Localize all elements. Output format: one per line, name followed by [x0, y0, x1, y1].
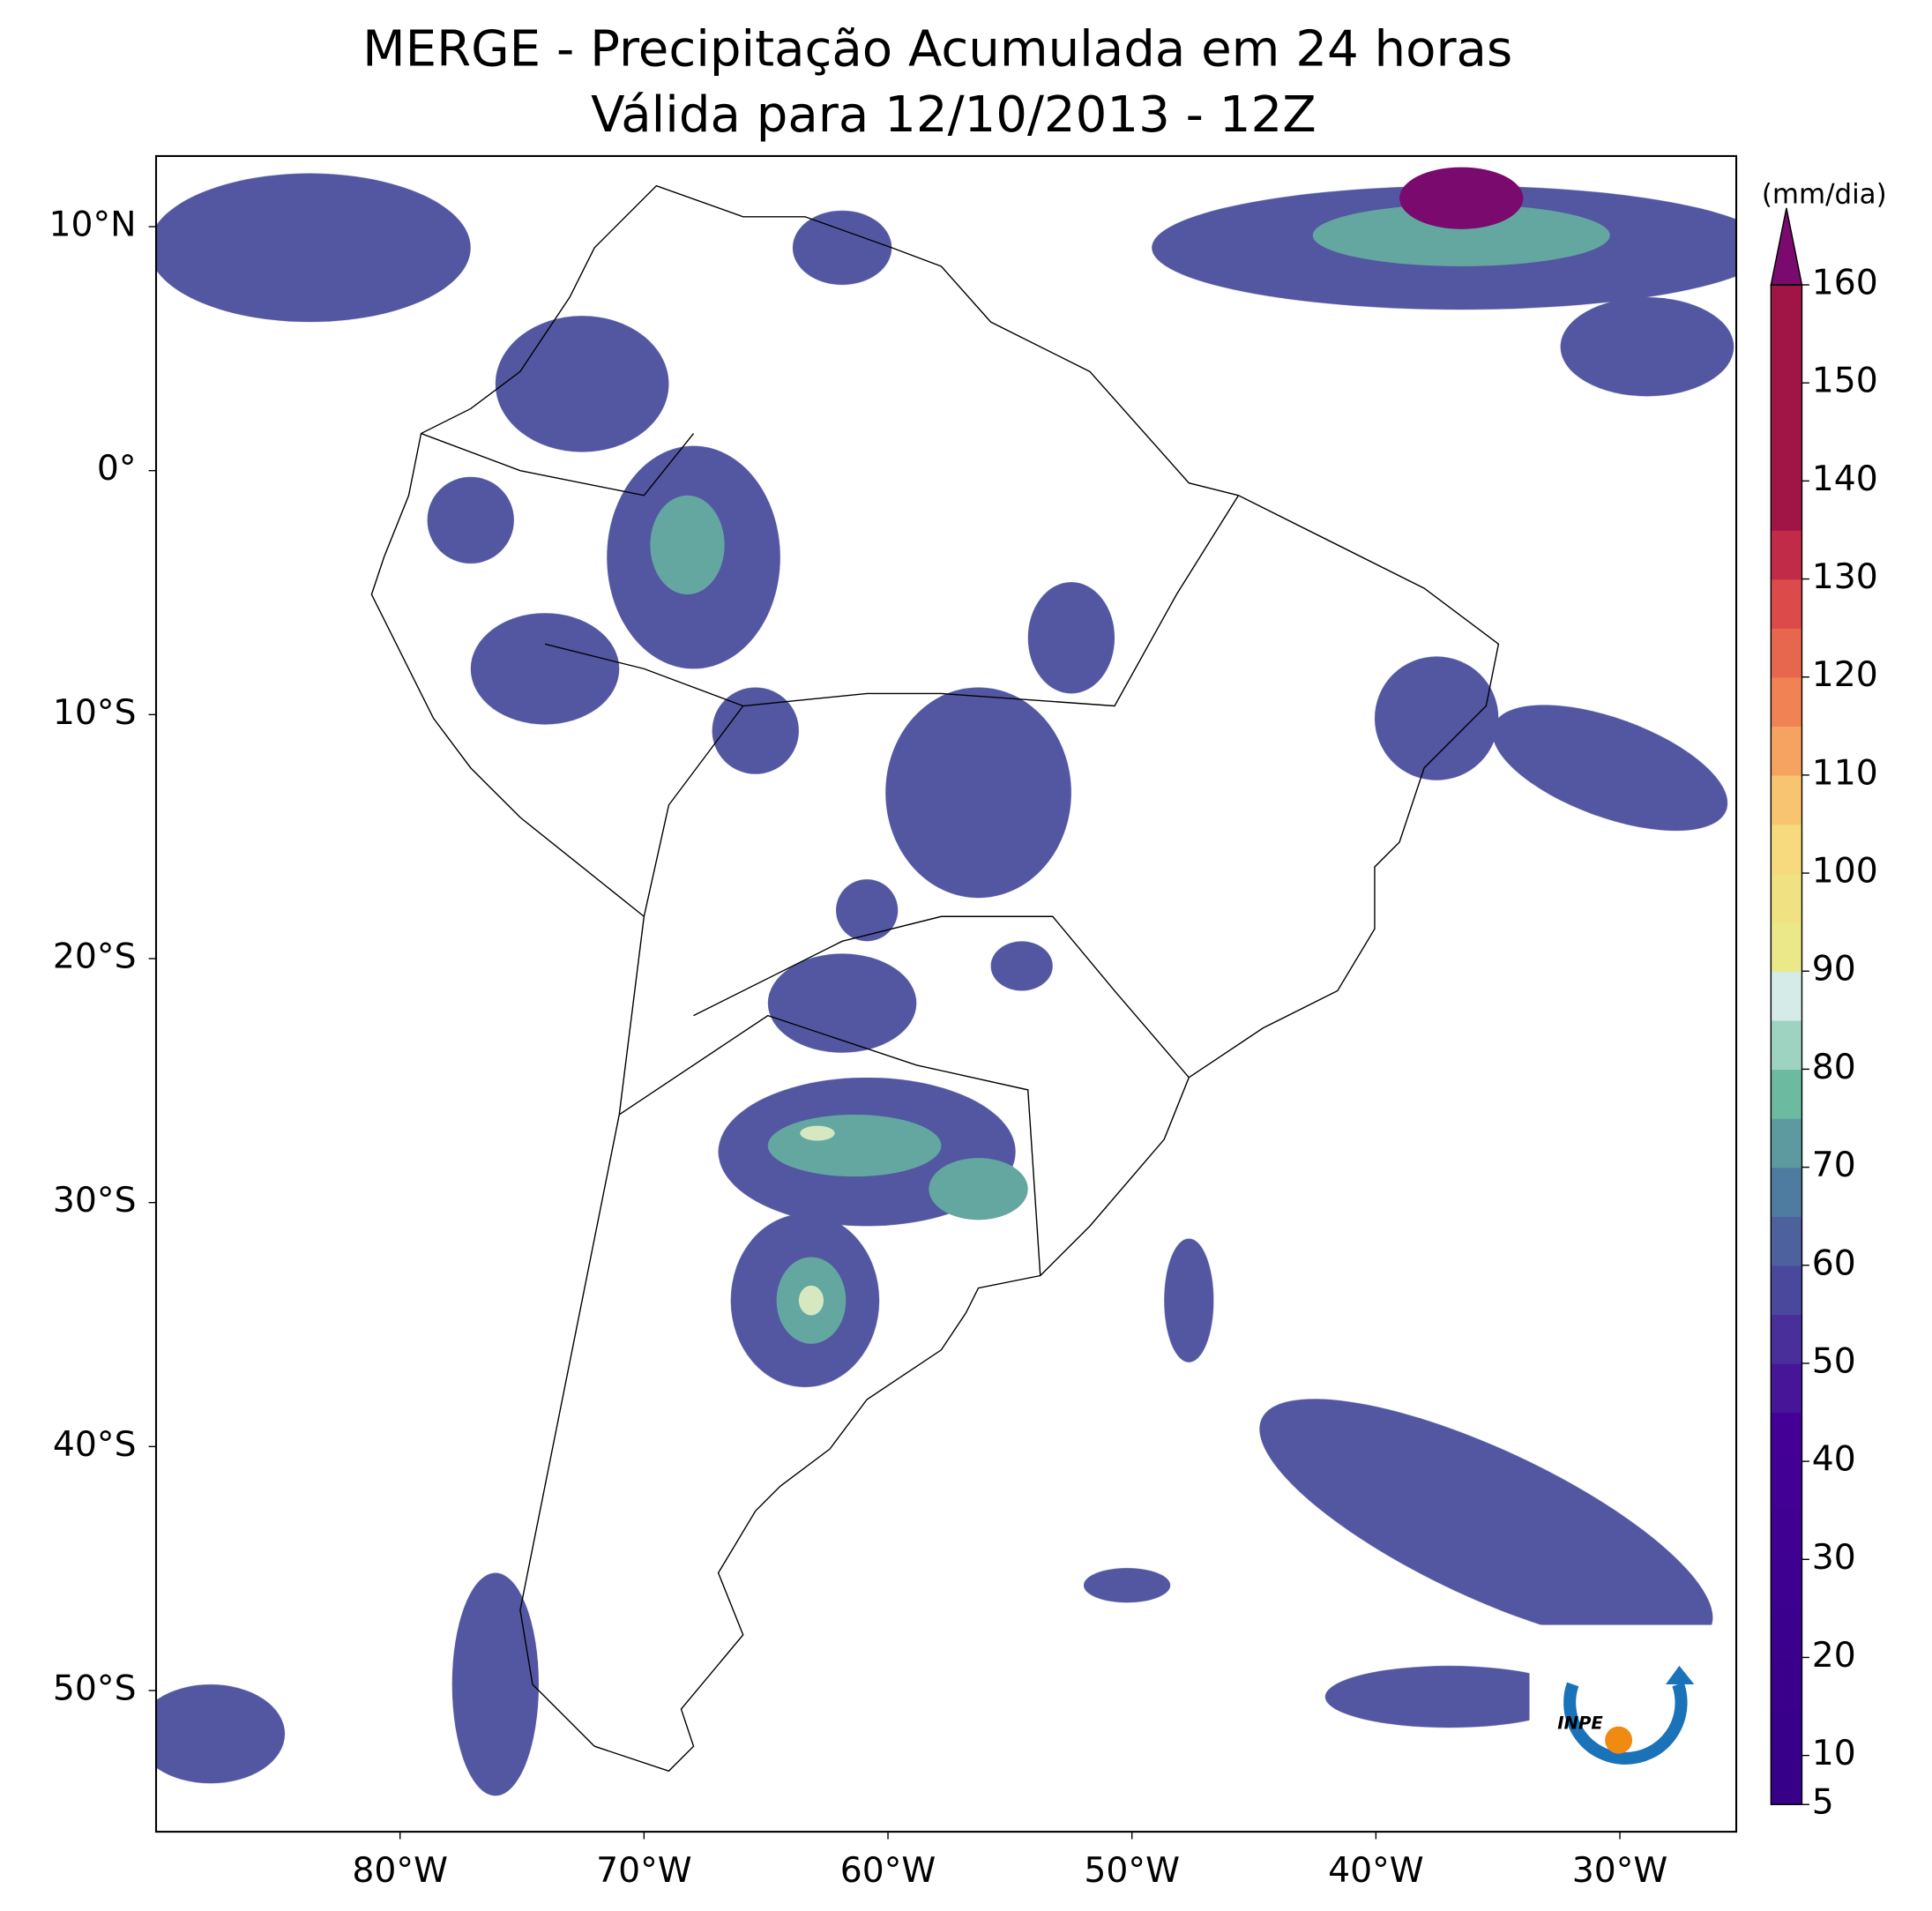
border [643, 495, 1240, 917]
colorbar-segment [1771, 1069, 1802, 1119]
lat-label: 10°S [53, 693, 137, 733]
colorbar-segment [1771, 1216, 1802, 1266]
colorbar-segment [1771, 1019, 1802, 1071]
colorbar: 5 10 20 30 40 50 60 70 80 90 100 110 120 130 140 150 160 [1770, 207, 1878, 1823]
colorbar-extension [1770, 207, 1803, 286]
colorbar-label: (mm/dia) [1762, 178, 1887, 210]
colorbar-segment [1771, 285, 1802, 335]
colorbar-segment [1771, 1167, 1802, 1217]
lon-label: 30°W [1572, 1851, 1668, 1891]
colorbar-segment [1771, 1657, 1802, 1707]
precip-max [1399, 167, 1524, 229]
map-frame [154, 154, 1738, 1833]
lat-label: 50°S [53, 1669, 137, 1709]
lon-label: 50°W [1084, 1851, 1180, 1891]
colorbar-segment [1771, 1412, 1802, 1462]
colorbar-segment [1771, 1755, 1802, 1805]
colorbar-tick-label: 70 [1812, 1146, 1856, 1185]
border [618, 1014, 1041, 1276]
colorbar-segment [1771, 481, 1802, 531]
colorbar-segment [1771, 1362, 1802, 1414]
colorbar-tick-label: 50 [1812, 1341, 1856, 1381]
border [421, 432, 695, 496]
border [693, 915, 1190, 1079]
logo-arc [1563, 1682, 1688, 1765]
colorbar-segment [1771, 774, 1802, 825]
title-line: MERGE - Precipitação Acumulada em 24 hor… [362, 21, 1512, 78]
lon-label: 70°W [596, 1851, 692, 1891]
colorbar-tick-label: 130 [1812, 557, 1878, 597]
lat-label: 20°S [53, 937, 137, 977]
colorbar-tick-label: 150 [1812, 362, 1878, 401]
lon-label: 40°W [1328, 1851, 1424, 1891]
logo-arrow [1665, 1665, 1695, 1684]
colorbar-segment [1771, 628, 1802, 678]
colorbar-segment [1771, 726, 1802, 776]
colorbar-segment [1771, 1706, 1802, 1757]
lat-label: 30°S [53, 1181, 137, 1221]
colorbar-segment [1771, 676, 1802, 728]
colorbar-segment [1771, 1559, 1802, 1609]
logo-box [1529, 1624, 1737, 1790]
colorbar-segment [1771, 1117, 1802, 1168]
colorbar-tick-label: 60 [1812, 1243, 1856, 1283]
colorbar-tick-label: 100 [1812, 852, 1878, 892]
colorbar-tick-label: 120 [1812, 655, 1878, 695]
colorbar-segment [1771, 333, 1802, 384]
subtitle-line: Válida para 12/10/2013 - 12Z [591, 86, 1317, 144]
border [544, 643, 743, 707]
colorbar-tick-label: 40 [1812, 1440, 1856, 1480]
lon-labels: 80°W 70°W 60°W 50°W 40°W 30°W [352, 1832, 1667, 1891]
colorbar-tick-label: 90 [1812, 950, 1856, 989]
lat-label: 0° [97, 449, 137, 489]
colorbar-segment [1771, 529, 1802, 580]
precip-fields [156, 173, 1737, 1796]
precip-peaks [798, 1125, 835, 1316]
colorbar-segment [1771, 922, 1802, 972]
colorbar-segment [1771, 1608, 1802, 1659]
logo-text: INPE [1557, 1713, 1603, 1733]
colorbar-segment [1771, 579, 1802, 629]
lon-label: 60°W [840, 1851, 936, 1891]
colorbar-segment [1771, 1510, 1802, 1560]
colorbar-tick-label: 20 [1812, 1636, 1856, 1676]
colorbar-segment [1771, 971, 1802, 1021]
lat-labels: 10°N 0° 10°S 20°S 30°S 40°S 50°S [48, 205, 157, 1709]
colorbar-tick-label: 10 [1812, 1734, 1856, 1773]
colorbar-frame [1770, 284, 1803, 1805]
colorbar-segment [1771, 1314, 1802, 1364]
colorbar-segment [1771, 824, 1802, 874]
colorbar-segment [1771, 1265, 1802, 1316]
colorbar-segment [1771, 431, 1802, 482]
map-area: INPE [156, 155, 1737, 1833]
colorbar-tick-label: 110 [1812, 753, 1878, 793]
lon-label: 80°W [352, 1851, 448, 1891]
colorbar-segment [1771, 383, 1802, 433]
colorbar-tick-label: 80 [1812, 1048, 1856, 1087]
colorbar-segment [1771, 1461, 1802, 1512]
coastline [370, 184, 1500, 1773]
colorbar-tick-label: 5 [1812, 1783, 1834, 1823]
colorbar-tick-label: 30 [1812, 1538, 1856, 1578]
lat-label: 10°N [48, 205, 136, 245]
colorbar-segment [1771, 873, 1802, 923]
colorbar-tick-label: 140 [1812, 459, 1878, 499]
logo-dot [1605, 1726, 1633, 1754]
lat-label: 40°S [53, 1425, 137, 1465]
colorbar-tick-label: 160 [1812, 264, 1878, 303]
